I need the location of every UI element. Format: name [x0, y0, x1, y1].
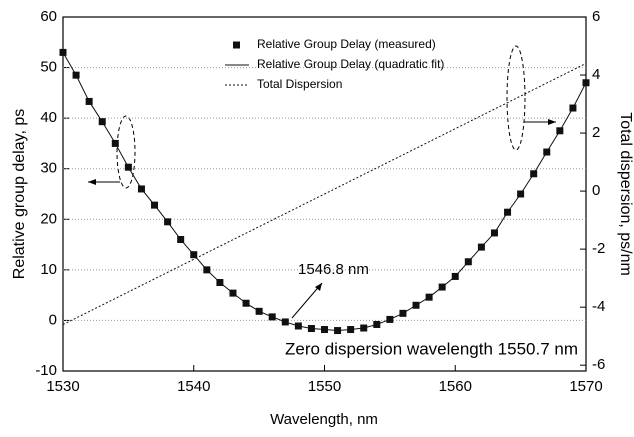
y-tick-label: 0: [49, 311, 57, 328]
series-line: [62, 62, 587, 326]
y2-tick-label: -4: [592, 298, 605, 315]
legend-label: Total Dispersion: [257, 77, 342, 91]
y-tick-label: -10: [35, 362, 57, 379]
y2-tick-label: 6: [592, 8, 600, 25]
y-tick-label: 10: [40, 261, 57, 278]
y-tick-label: 40: [40, 109, 57, 126]
x-tick-label: 1530: [46, 378, 79, 395]
arrow: [291, 282, 323, 319]
y2-axis-title: Total dispersion, ps/nm: [617, 112, 634, 276]
series-line: [62, 52, 587, 332]
y2-tick-label: 0: [592, 182, 600, 199]
x-tick-label: 1540: [177, 378, 210, 395]
y2-tick-label: 4: [592, 66, 600, 83]
arrow-head: [88, 179, 96, 185]
x-axis-title: Wavelength, nm: [270, 411, 378, 428]
y2-tick-label: -6: [592, 356, 605, 373]
y-tick-label: 60: [40, 8, 57, 25]
annotation: Zero dispersion wavelength 1550.7 nm: [285, 339, 578, 358]
legend-label: Relative Group Delay (quadratic fit): [257, 57, 444, 71]
legend-marker: [233, 41, 240, 49]
y2-tick-label: 2: [592, 124, 600, 141]
x-tick-label: 1560: [439, 378, 472, 395]
y-tick-label: 50: [40, 59, 57, 76]
y2-tick-label: -2: [592, 240, 605, 257]
y-axis-title: Relative group delay, ps: [11, 109, 28, 279]
x-tick-label: 1570: [569, 378, 602, 395]
arrow-head: [315, 283, 322, 291]
x-tick-label: 1550: [308, 378, 341, 395]
arrow-head: [548, 119, 556, 125]
y-tick-label: 20: [40, 210, 57, 227]
axis-ellipse: [506, 45, 526, 151]
axis-ellipse: [116, 115, 136, 189]
y-tick-label: 30: [40, 160, 57, 177]
legend-label: Relative Group Delay (measured): [257, 37, 436, 51]
